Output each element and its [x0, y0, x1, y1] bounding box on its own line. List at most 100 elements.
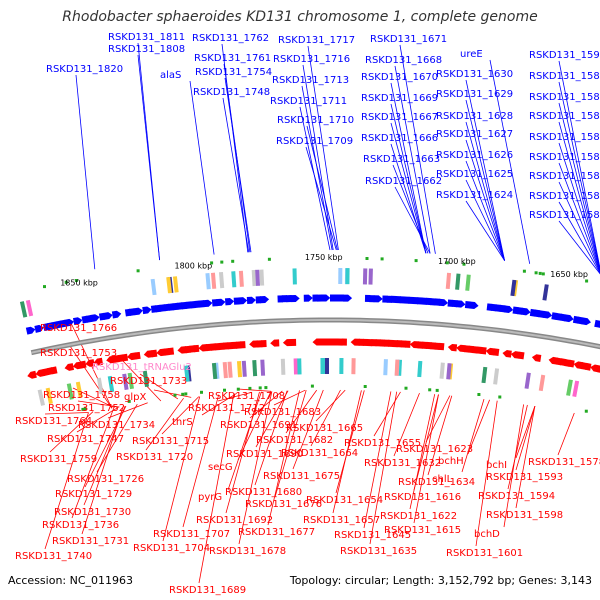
genome-summary-text: Topology: circular; Length: 3,152,792 bp…	[289, 574, 592, 587]
feature-block	[445, 272, 452, 290]
leader-line-reverse	[363, 391, 392, 529]
leader-line-reverse	[44, 412, 89, 415]
reverse-gene-arrow	[489, 348, 500, 356]
backbone-highlight	[31, 319, 600, 354]
gene-label-reverse: RSKD131_1752	[48, 403, 125, 414]
forward-gene-arrow	[224, 298, 235, 306]
forward-gene-arrow	[72, 317, 83, 326]
gene-label-forward: RSKD131_1671	[370, 34, 447, 45]
feature-block	[241, 360, 247, 377]
reverse-gene-arrow	[147, 349, 158, 358]
leader-line-reverse	[71, 407, 115, 519]
feature-block	[37, 389, 45, 406]
forward-gene-arrow	[321, 294, 331, 302]
marker-dot	[534, 271, 538, 275]
feature-block	[324, 357, 330, 375]
forward-gene-arrow	[133, 307, 143, 316]
leader-line-reverse	[332, 390, 362, 514]
leader-line-reverse	[107, 402, 148, 419]
gene-label-reverse: RSKD131_1734	[78, 420, 155, 431]
leader-line-reverse	[69, 345, 113, 409]
gene-label-forward: RSKD131_1586	[529, 132, 600, 143]
gene-label-reverse: RSKD131_1678	[209, 546, 286, 557]
gene-label-forward: RSKD131_1588	[529, 92, 600, 103]
marker-dot	[435, 388, 439, 392]
feature-block	[481, 366, 488, 384]
gene-label-forward: RSKD131_1669	[361, 93, 438, 104]
marker-dot	[522, 269, 526, 273]
feature-block	[75, 381, 83, 399]
gene-label-reverse: RSKD131_1759	[20, 454, 97, 465]
feature-block	[510, 279, 517, 297]
leader-line-forward	[390, 82, 427, 254]
gene-label-reverse: RSKD131_1680	[225, 487, 302, 498]
accession-text: Accession: NC_011963	[8, 574, 134, 587]
leader-line-forward	[305, 146, 337, 251]
marker-dot	[220, 260, 224, 264]
forward-gene-arrow	[259, 295, 270, 304]
marker-dot	[414, 259, 418, 263]
feature-block	[338, 267, 343, 285]
reverse-gene-arrow	[531, 354, 542, 362]
gene-label-forward: RSKD131_1627	[436, 129, 513, 140]
leader-line-reverse	[413, 394, 439, 524]
leader-line-reverse	[335, 390, 365, 494]
leader-line-forward	[465, 200, 505, 261]
gene-label-reverse: RSKD131_1683	[244, 407, 321, 418]
leader-line-forward	[558, 162, 600, 273]
gene-label-forward: RSKD131_1716	[273, 54, 350, 65]
gene-label-reverse: bchD	[474, 529, 500, 540]
feature-block	[122, 373, 129, 391]
gene-label-reverse: RSKD131_1758	[43, 390, 120, 401]
feature-block	[280, 358, 286, 375]
kbp-ticks: 1850 kbp 1800 kbp 1750 kbp 1700 kbp 1650 kbp	[60, 253, 588, 287]
gene-label-forward: RSKD131_1587	[529, 111, 600, 122]
feature-block	[362, 268, 368, 285]
gene-label-forward: RSKD131_1662	[365, 176, 442, 187]
feature-block	[255, 269, 261, 286]
gene-label-forward: RSKD131_1711	[270, 96, 347, 107]
gene-label-forward: RSKD131_1630	[436, 69, 513, 80]
leader-line-reverse	[274, 390, 307, 498]
gene-label-reverse: RSKD131_1729	[55, 489, 132, 500]
leader-line-reverse	[249, 390, 283, 419]
marker-dot	[173, 393, 177, 397]
feature-block	[439, 362, 445, 379]
feature-block	[218, 271, 225, 289]
gene-label-forward: RSKD131_1580	[529, 210, 600, 221]
leader-line-reverse	[227, 391, 262, 491]
leader-line-reverse	[96, 403, 138, 473]
forward-gene-arrow	[103, 312, 113, 320]
marker-dot	[428, 388, 432, 392]
reverse-gene-arrow	[118, 353, 129, 362]
gene-label-reverse: bchH	[438, 456, 464, 467]
leader-line-reverse	[373, 391, 401, 437]
forward-gene-arrow	[111, 310, 122, 319]
marker-dot	[498, 395, 502, 399]
leader-line-forward	[75, 74, 96, 270]
gene-label-reverse: RSKD131_1601	[446, 548, 523, 559]
leader-line-forward	[465, 139, 505, 261]
leader-line-reverse	[503, 404, 524, 528]
leader-line-forward	[390, 122, 427, 254]
gene-label-reverse: RSKD131_1676	[245, 499, 322, 510]
reverse-gene-arrow	[77, 360, 87, 369]
gene-label-reverse: RSKD131_1707	[153, 529, 230, 540]
feature-block	[251, 269, 257, 287]
feature-block	[320, 357, 325, 375]
marker-dot	[585, 279, 589, 283]
gene-label-reverse: RSKD131_1766	[40, 323, 117, 334]
leader-line-reverse	[201, 392, 237, 416]
reverse-gene-arrow	[515, 351, 525, 360]
marker-dot	[231, 259, 235, 263]
gene-label-forward: RSKD131_1663	[363, 154, 440, 165]
gene-label-reverse: RSKD131_1664	[281, 448, 358, 459]
feature-block	[127, 372, 134, 390]
gene-label-reverse: RSKD131_1733	[110, 376, 187, 387]
leader-line-reverse	[369, 391, 398, 545]
feature-block	[292, 268, 297, 285]
feature-block	[538, 374, 546, 392]
leader-line-reverse	[507, 404, 528, 490]
gene-label-forward: RSKD131_1667	[361, 112, 438, 123]
